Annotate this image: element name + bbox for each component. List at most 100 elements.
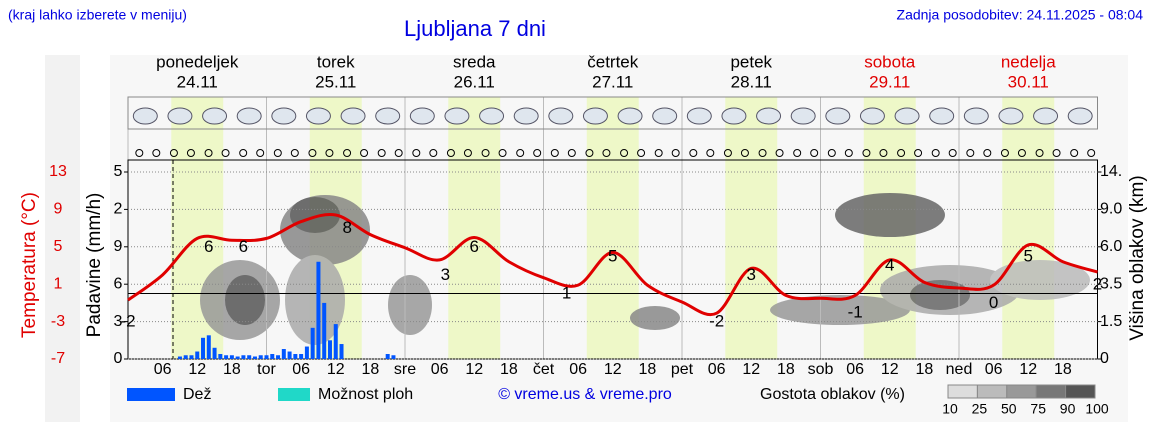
wind-calm xyxy=(775,149,784,157)
x-tick-label: 06 xyxy=(846,361,864,378)
precip-bar xyxy=(293,354,298,359)
temp-tick-label: 1 xyxy=(54,275,63,292)
wind-calm xyxy=(706,149,715,157)
cloud-icon xyxy=(825,107,851,125)
precip-bar xyxy=(229,355,234,359)
precip-bar xyxy=(270,354,275,359)
cloud-icon xyxy=(617,107,643,125)
wind-calm xyxy=(256,149,265,157)
temp-label: 6 xyxy=(239,237,248,256)
precip-bar xyxy=(195,351,200,359)
density-swatch xyxy=(1065,384,1096,399)
x-tick-label: 06 xyxy=(154,361,172,378)
wind-calm xyxy=(740,149,749,157)
wind-calm xyxy=(463,149,472,157)
density-label: 50 xyxy=(1001,401,1017,417)
precip-bar xyxy=(304,346,309,359)
precip-bar xyxy=(241,355,246,359)
precip-bar xyxy=(252,356,257,359)
density-swatch xyxy=(1035,384,1067,399)
x-tick-label: čet xyxy=(533,361,555,378)
wind-calm xyxy=(879,149,888,157)
cloud-blob xyxy=(225,275,265,325)
temp-label: 3 xyxy=(747,265,756,284)
day-name: nedelja xyxy=(1001,52,1056,71)
wind-calm xyxy=(758,149,767,157)
wind-calm xyxy=(914,149,923,157)
temp-label: 0 xyxy=(989,293,998,312)
temp-label: -1 xyxy=(848,302,863,321)
wind-calm xyxy=(723,149,732,157)
cloud-blob xyxy=(285,255,345,345)
wind-calm xyxy=(620,149,629,157)
x-tick-label: 18 xyxy=(915,361,933,378)
wind-calm xyxy=(343,149,352,157)
cloud-icon xyxy=(894,107,920,125)
wind-calm xyxy=(827,149,836,157)
cloud-icon xyxy=(167,107,193,125)
precip-bar xyxy=(201,337,206,359)
wind-calm xyxy=(394,149,403,157)
precip-bar xyxy=(276,355,281,359)
wind-calm xyxy=(308,149,317,157)
wind-calm xyxy=(793,149,802,157)
cloud-icon xyxy=(340,107,366,125)
x-tick-label: sre xyxy=(394,361,416,378)
temp-label: 5 xyxy=(1024,246,1033,265)
wind-calm xyxy=(689,149,698,157)
cloud-tick-label: 9.0 xyxy=(1100,201,1122,218)
wind-calm xyxy=(533,149,542,157)
temp-tick-label: -7 xyxy=(51,350,65,367)
wind-calm xyxy=(844,149,853,157)
wind-calm xyxy=(377,149,386,157)
precip-tick-label: 5 xyxy=(114,163,123,180)
temp-tick-label: 9 xyxy=(54,201,63,218)
density-label: 75 xyxy=(1030,401,1046,417)
day-name: sreda xyxy=(453,52,496,71)
day-name: petek xyxy=(730,52,772,71)
daylight-band xyxy=(1002,97,1055,359)
cloud-icon xyxy=(963,107,989,125)
wind-calm xyxy=(135,149,144,157)
cloud-blob xyxy=(290,197,340,233)
x-tick-label: 18 xyxy=(500,361,518,378)
cloud-icon xyxy=(790,107,816,125)
wind-calm xyxy=(360,149,369,157)
day-date: 28.11 xyxy=(731,72,772,91)
precip-bar xyxy=(177,356,182,359)
cloud-blob xyxy=(388,275,432,335)
cloud-icon xyxy=(1033,107,1059,125)
precip-bar xyxy=(264,355,269,359)
wind-calm xyxy=(1035,149,1044,157)
left-panel xyxy=(45,55,80,422)
x-tick-label: 06 xyxy=(292,361,310,378)
temp-label: 6 xyxy=(204,237,213,256)
cloud-icon xyxy=(409,107,435,125)
temp-tick-label: 13 xyxy=(49,163,67,180)
x-tick-label: 12 xyxy=(188,361,206,378)
cloud-icon xyxy=(721,107,747,125)
wind-calm xyxy=(966,149,975,157)
wind-calm xyxy=(810,149,819,157)
precip-bar xyxy=(235,356,240,359)
temp-label: -2 xyxy=(120,312,135,331)
wind-calm xyxy=(1070,149,1079,157)
temperature-line xyxy=(127,213,1098,317)
cloud-blob xyxy=(990,260,1090,300)
x-tick-label: 12 xyxy=(327,361,345,378)
x-tick-label: 18 xyxy=(777,361,795,378)
x-tick-label: sob xyxy=(808,361,834,378)
temp-label: 1 xyxy=(562,284,571,303)
credit: © vreme.us & vreme.pro xyxy=(498,386,672,403)
cloud-density xyxy=(200,193,1090,345)
wind-calm xyxy=(516,149,525,157)
wind-calm xyxy=(1017,149,1026,157)
x-tick-label: 12 xyxy=(1019,361,1037,378)
daylight-band xyxy=(725,97,778,359)
day-date: 24.11 xyxy=(177,72,218,91)
precip-tick-label: 0 xyxy=(114,350,123,367)
precip-bar xyxy=(183,355,188,359)
density-label: 90 xyxy=(1060,401,1076,417)
cloud-legend-title: Gostota oblakov (%) xyxy=(760,386,905,403)
